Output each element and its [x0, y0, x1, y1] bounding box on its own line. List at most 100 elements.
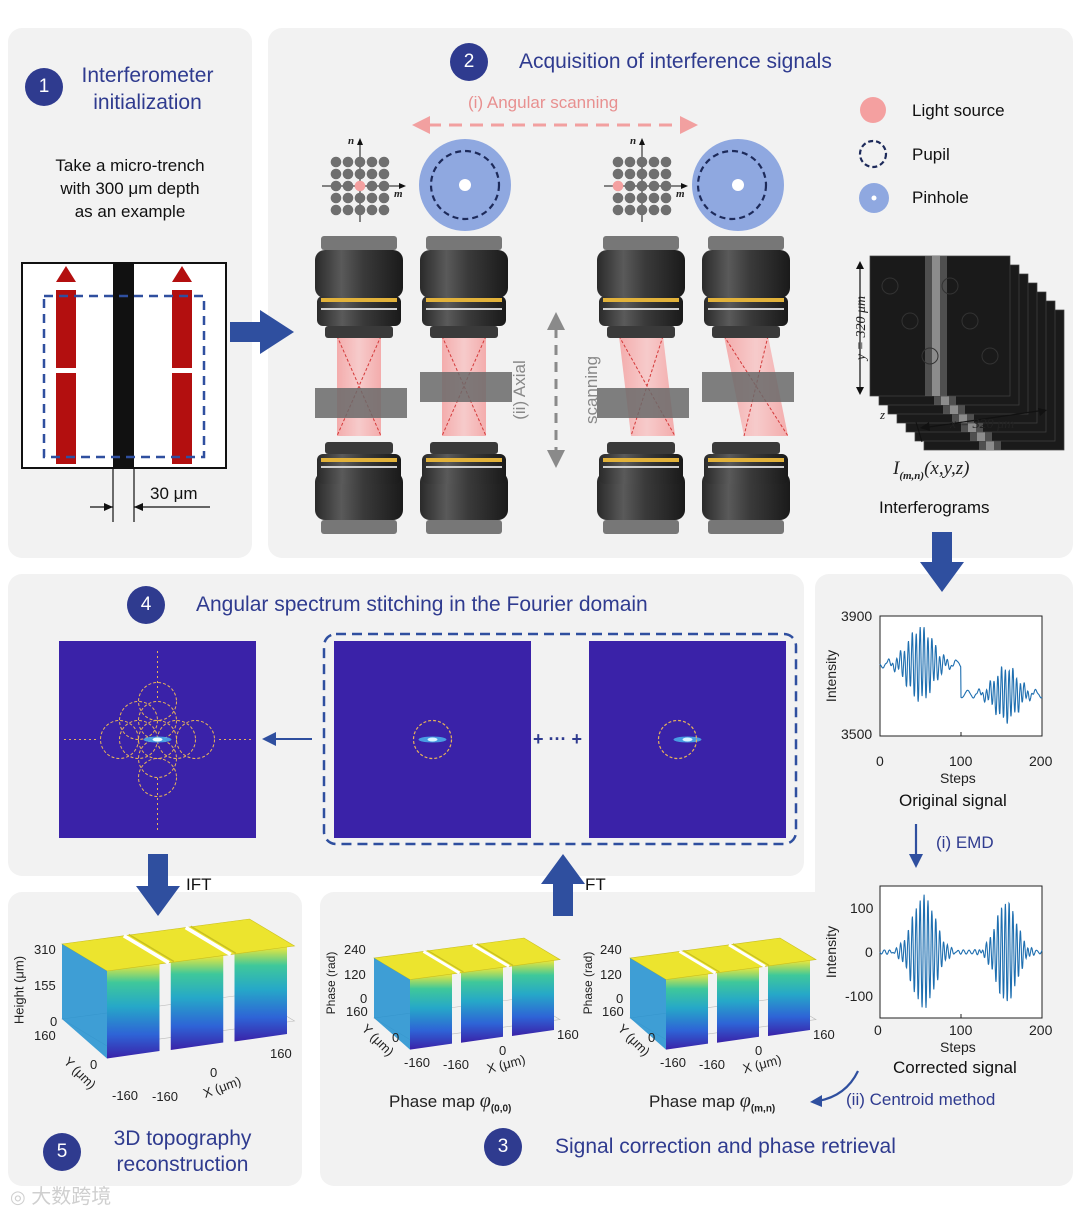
orig-xtick-200: 200 [1029, 753, 1053, 769]
grid-light-source [660, 180, 672, 192]
grid-light-source [378, 180, 390, 192]
legend-pinhole-icon [859, 183, 889, 213]
grid-light-source [330, 180, 342, 192]
objective-lens [420, 236, 508, 338]
step2-number-badge: 2 [450, 43, 488, 81]
step3-number: 3 [497, 1136, 509, 1157]
grid-light-source [636, 204, 648, 216]
step1-desc-line1: Take a micro-trench [55, 156, 205, 175]
objective-lens [702, 442, 790, 534]
legend-light-source-icon [860, 97, 886, 123]
grid-light-source [366, 192, 378, 204]
watermark-icon: ◎ [10, 1187, 26, 1207]
phase2-xtick-0: 0 [755, 1043, 763, 1058]
grid-light-source [624, 156, 636, 168]
phase1-xtick-0: 0 [499, 1043, 507, 1058]
corrected-signal-plot [879, 885, 1043, 1019]
arrow-emd [909, 824, 923, 868]
corr-xlabel: Steps [940, 1039, 976, 1055]
surface-face [234, 946, 287, 1042]
topo-ztick-155: 155 [34, 978, 56, 993]
sample-block [597, 388, 689, 418]
objective-lens [702, 236, 790, 338]
topo-xtick-minus160: -160 [152, 1089, 179, 1104]
axial-scanning-label-1: (ii) Axial [510, 360, 530, 420]
step1-desc-line2: with 300 μm depth [60, 179, 200, 198]
ift-label: IFT [186, 875, 212, 894]
formula-main: I [893, 458, 900, 479]
aperture-circle [138, 682, 177, 721]
grid-light-source [342, 156, 354, 168]
phase1-ytick-0: 0 [392, 1030, 400, 1045]
objective-lens [315, 236, 403, 338]
stack-y-label-text: y = 320 μm [854, 295, 869, 361]
phase2-zlabel: Phase (rad) [581, 952, 595, 1015]
arrow-step1-to-step2 [230, 310, 294, 354]
grid-light-source [354, 204, 366, 216]
grid-light-source [612, 204, 624, 216]
trench-width-label: 30 μm [150, 484, 198, 503]
step1-number: 1 [38, 76, 50, 97]
phase2-zlabel-text: Phase (rad) [581, 951, 595, 1015]
step1-title: Interferometer initialization [60, 62, 235, 116]
corrected-signal-caption: Corrected signal [893, 1058, 1017, 1077]
arrow-ift [136, 854, 180, 916]
red-marker-right-head [172, 266, 192, 282]
watermark-text: 大数跨境 [31, 1186, 112, 1208]
sample-block [315, 388, 407, 418]
axis-n-right: n [630, 135, 637, 147]
phase2-caption-text: Phase map [649, 1092, 735, 1111]
phase1-symbol: φ [479, 1090, 491, 1112]
surface-face [170, 955, 224, 1050]
grid-light-source [612, 168, 624, 180]
phase1-ytick-160: 160 [346, 1004, 368, 1019]
topo-ytick-minus160: -160 [112, 1088, 139, 1103]
step5-title: 3D topography reconstruction [100, 1126, 265, 1178]
step2-number: 2 [463, 51, 475, 72]
grid-light-source [378, 204, 390, 216]
surface-face [410, 973, 452, 1050]
illumination-grid-right [604, 138, 688, 222]
sub-spectrum-first [334, 641, 531, 838]
axis-m-right: m [676, 188, 685, 200]
grid-light-source [612, 156, 624, 168]
topo-xtick-160: 160 [270, 1046, 292, 1061]
step4-number-badge: 4 [127, 586, 165, 624]
stack-y-label: y = 320 μm [854, 296, 870, 360]
objective-lens-assemblies [315, 236, 794, 534]
axial-scanning-arrow [547, 312, 565, 468]
phase2-sub: (m,n) [750, 1103, 776, 1115]
step1-desc-line3: as an example [74, 202, 186, 221]
corr-ytick-0: 0 [865, 944, 873, 960]
surface-face [768, 960, 810, 1036]
emd-label: (i) EMD [936, 833, 994, 852]
phase2-xtick-160: 160 [813, 1027, 835, 1042]
topo-ytick-160: 160 [34, 1028, 56, 1043]
step1-number-badge: 1 [25, 68, 63, 106]
sample-block [420, 372, 512, 402]
grid-light-source [648, 180, 660, 192]
phase1-ytick-minus160: -160 [404, 1055, 431, 1070]
phase-map-mn-caption: Phase map φ(m,n) [649, 1090, 775, 1114]
arrow-to-signal [920, 532, 964, 592]
axial-label-1-text: (ii) Axial [510, 360, 529, 420]
surface-face [666, 973, 708, 1050]
active-light-source [354, 180, 366, 192]
step5-number: 5 [56, 1141, 68, 1162]
grid-light-source [366, 168, 378, 180]
step4-number: 4 [140, 594, 152, 615]
light-beam [618, 335, 676, 437]
topo-ztick-310: 310 [34, 942, 56, 957]
signal-trace [879, 894, 1043, 1008]
phase1-caption-text: Phase map [389, 1092, 475, 1111]
grid-light-source [636, 180, 648, 192]
orig-xlabel: Steps [940, 770, 976, 786]
corr-ytick-100: 100 [850, 900, 874, 916]
objective-lens [315, 442, 403, 534]
light-beam [336, 335, 382, 437]
phase1-zlabel-text: Phase (rad) [324, 951, 338, 1015]
stitched-spectrum [59, 641, 256, 838]
grid-light-source [648, 204, 660, 216]
pupil-right [692, 139, 784, 231]
phase1-xtick-minus160: -160 [443, 1057, 470, 1072]
